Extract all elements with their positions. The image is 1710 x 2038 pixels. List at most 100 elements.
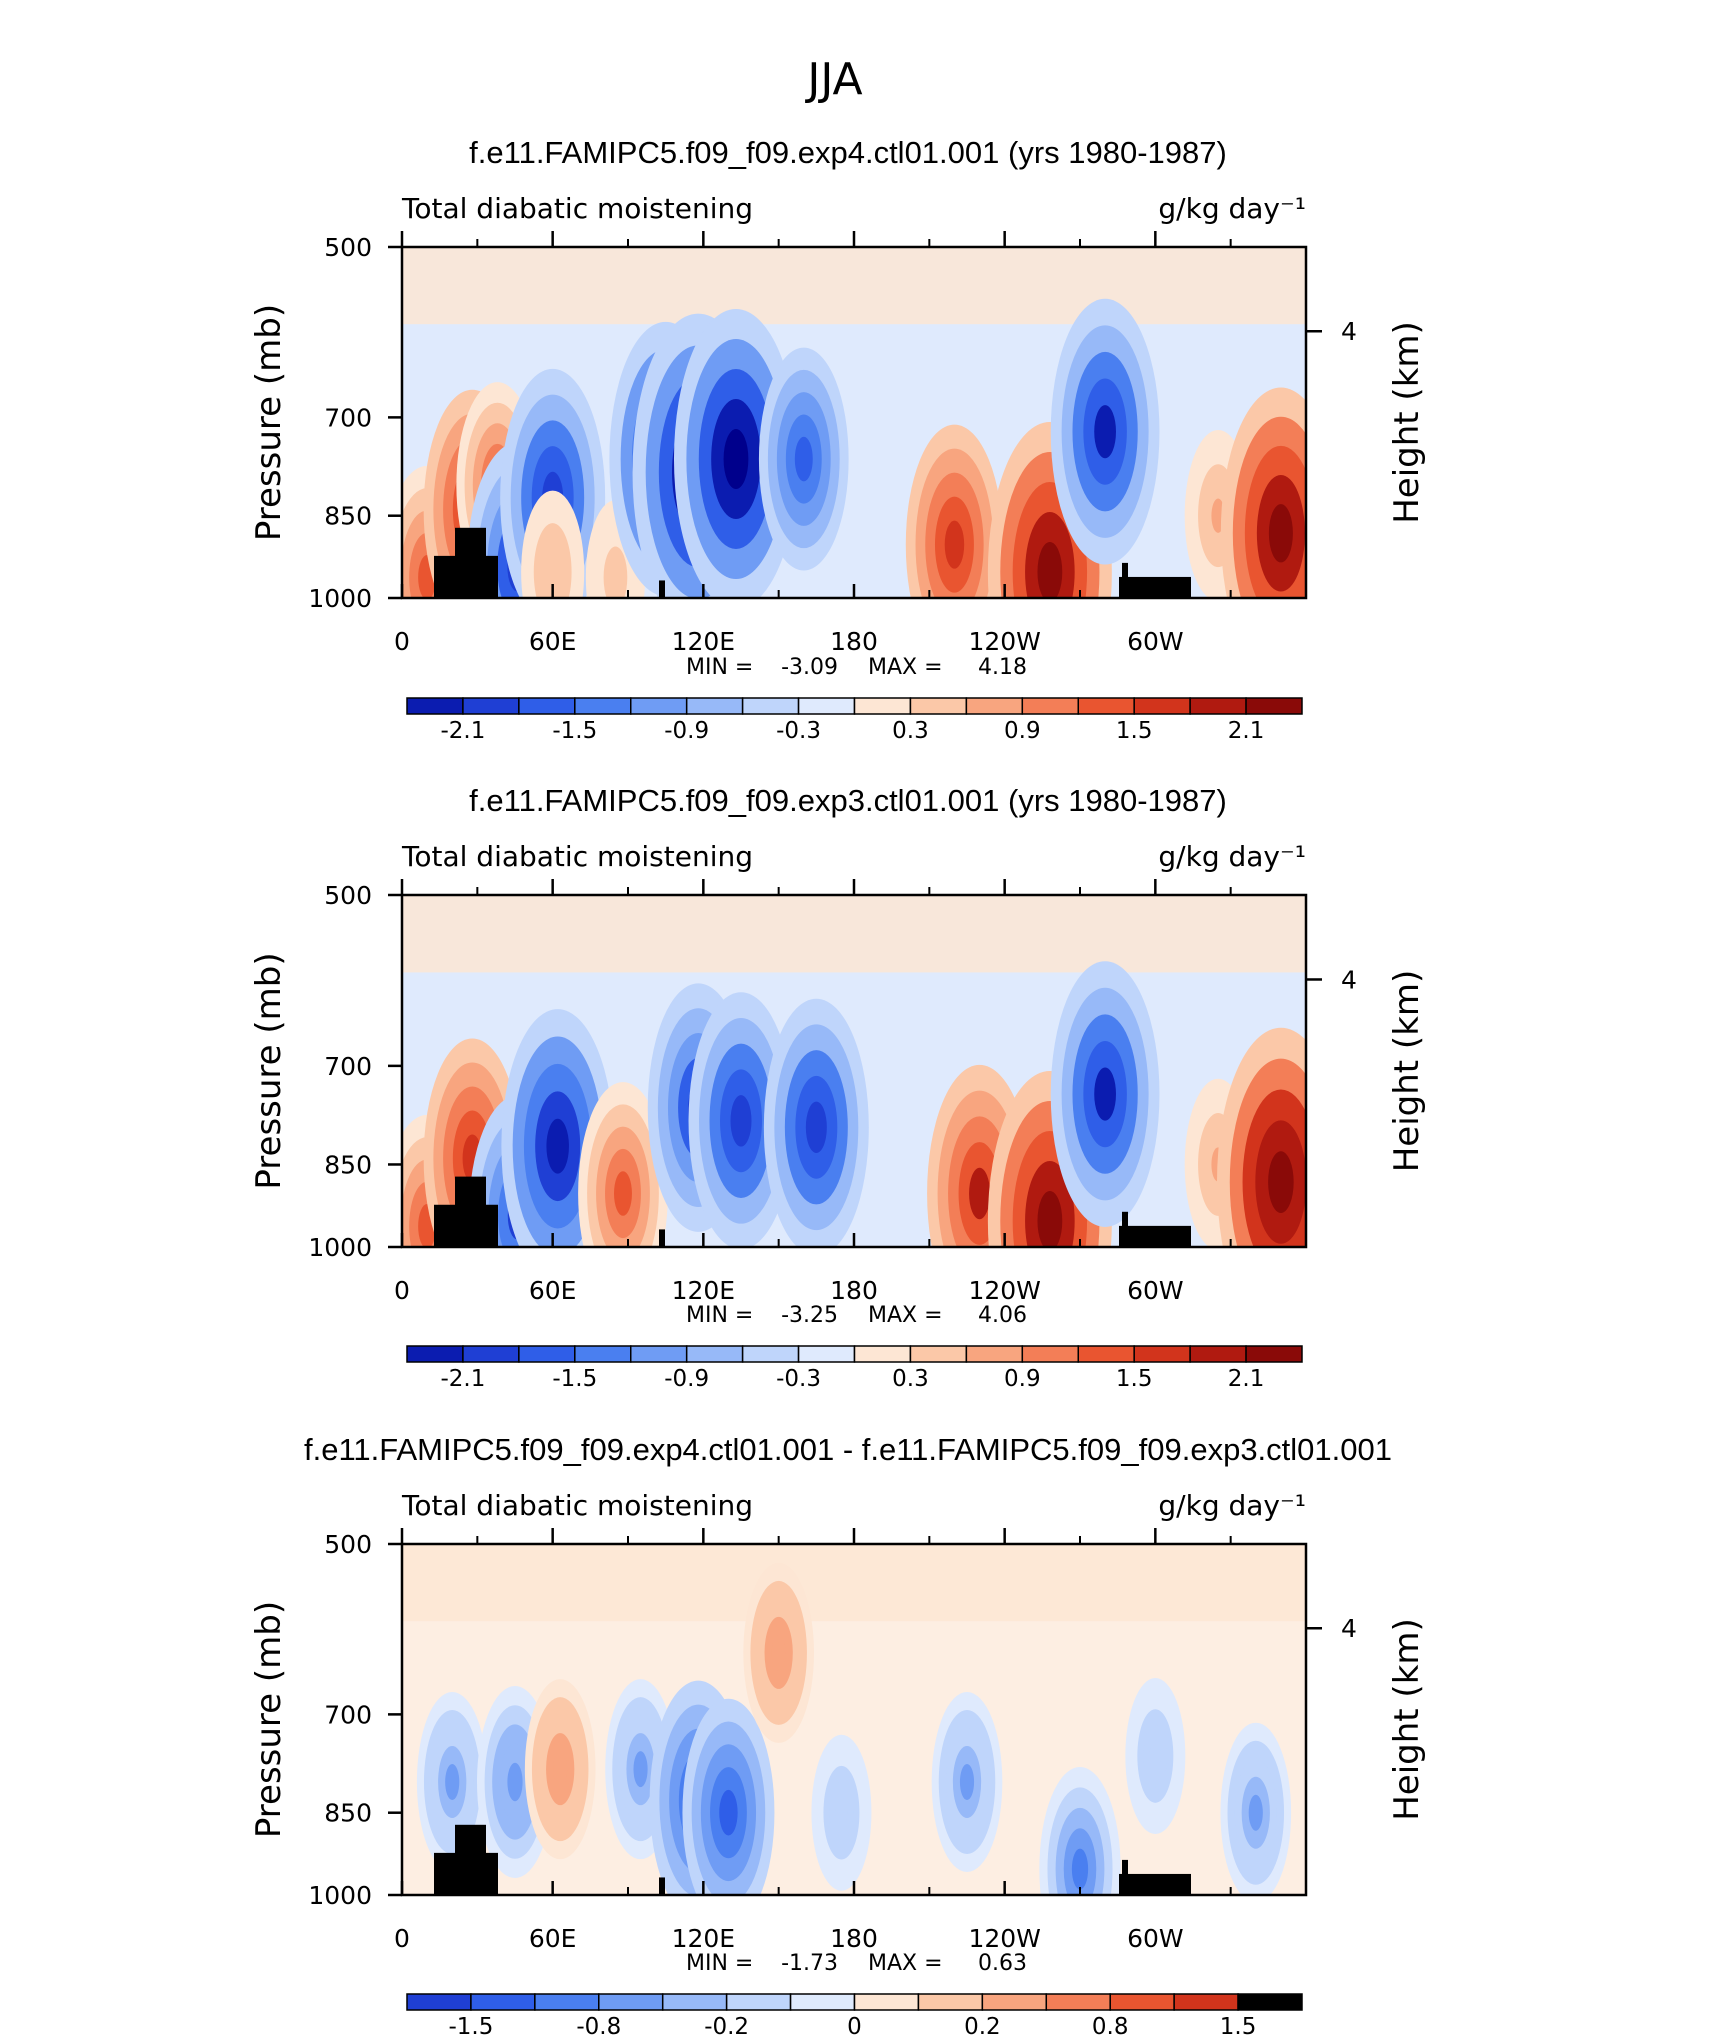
topography-block	[434, 1852, 455, 1895]
units-label: g/kg day⁻¹	[1158, 840, 1306, 873]
colorbar-box	[406, 1345, 464, 1363]
contour-ring	[835, 1797, 848, 1829]
colorbar-box	[1021, 1345, 1079, 1363]
y-axis-label: Pressure (mb)	[249, 952, 289, 1189]
colorbar-box	[1245, 697, 1303, 715]
colorbar-label: 0.3	[892, 718, 929, 744]
colorbar-box	[1077, 697, 1135, 715]
contour-ring	[445, 1764, 460, 1801]
y-tick-label: 850	[324, 1799, 372, 1828]
colorbar-box	[598, 1993, 664, 2011]
min-max: MIN = -3.09 MAX = 4.18	[686, 655, 1027, 680]
colorbar-label: 2.1	[1228, 718, 1265, 744]
units-label: g/kg day⁻¹	[1158, 192, 1306, 225]
topography-block	[455, 1176, 475, 1247]
x-tick-label: 120W	[968, 627, 1040, 656]
topography-block	[455, 1824, 475, 1895]
min-value: -1.73	[781, 1951, 838, 1976]
topography-block	[475, 1824, 486, 1895]
x-tick-label: 120E	[672, 627, 736, 656]
topography-block	[659, 1877, 665, 1895]
contour-field	[402, 895, 1306, 1247]
contour-ring	[1248, 1794, 1263, 1831]
x-tick-label: 180	[830, 1276, 878, 1305]
contour-ring	[805, 1101, 827, 1154]
panel-2: f.e11.FAMIPC5.f09_f09.exp3.ctl01.001 (yr…	[249, 783, 1427, 1392]
contour-ring	[553, 1751, 568, 1788]
colorbar-box	[462, 697, 520, 715]
colorbar-box	[685, 1345, 744, 1363]
feature-11	[905, 424, 1004, 598]
y-tick-label: 850	[324, 1150, 372, 1179]
colorbar-box	[1237, 1993, 1303, 2011]
left-string: Total diabatic moistening	[401, 840, 753, 873]
contour-ring	[959, 1764, 975, 1801]
colorbar-box	[470, 1993, 536, 2011]
feature-9	[1039, 1767, 1121, 1895]
colorbar-box	[406, 1993, 472, 2011]
contour-ring	[969, 1167, 991, 1220]
panel-1: f.e11.FAMIPC5.f09_f09.exp4.ctl01.001 (yr…	[249, 135, 1427, 744]
colorbar-box	[853, 1345, 912, 1363]
y-tick-label: 500	[324, 233, 372, 262]
contour-ring	[719, 1789, 738, 1836]
x-tick-label: 180	[830, 1924, 878, 1953]
topography-block	[659, 580, 665, 598]
left-string: Total diabatic moistening	[401, 1489, 753, 1522]
contour-ring	[771, 1634, 786, 1671]
min-max: MIN = -3.25 MAX = 4.06	[686, 1303, 1027, 1328]
colorbar-box	[1245, 1345, 1303, 1363]
upper-band	[402, 247, 1306, 325]
right-axis-label: Height (km)	[1387, 321, 1427, 524]
colorbar-label: -2.1	[440, 718, 485, 744]
contour-ring	[614, 1171, 632, 1216]
colorbar-box	[630, 1345, 688, 1363]
colorbar-label: -1.5	[552, 1366, 597, 1392]
feature-15	[1220, 387, 1306, 598]
y-axis: 500 700 850 1000 Pressure (mb)	[249, 1530, 402, 1910]
y-tick-label: 700	[324, 403, 372, 432]
colorbar-label: 0	[847, 2014, 862, 2038]
max-value: 4.18	[978, 655, 1027, 680]
topography-block	[475, 527, 486, 598]
min-max: MIN = -1.73 MAX = 0.63	[686, 1951, 1027, 1976]
y-tick-label: 1000	[308, 584, 372, 613]
panel-title: f.e11.FAMIPC5.f09_f09.exp4.ctl01.001 (yr…	[469, 135, 1227, 170]
min-value: -3.09	[781, 655, 838, 680]
colorbar-box	[518, 1345, 576, 1363]
contour-ring	[633, 1751, 648, 1788]
topography-block	[475, 1176, 486, 1247]
feature-6	[688, 992, 794, 1247]
topography-block	[434, 1204, 455, 1247]
topography	[434, 1176, 1191, 1247]
topography-block	[486, 1852, 498, 1895]
contour-field	[402, 1544, 1306, 1895]
colorbar-box	[853, 697, 912, 715]
x-tick-label: 0	[394, 1276, 410, 1305]
contour-ring	[507, 1762, 523, 1802]
colorbar-box	[1133, 1345, 1191, 1363]
x-axis: 0 60E 120E 180 120W 60W	[394, 231, 1232, 656]
left-string: Total diabatic moistening	[401, 192, 753, 225]
contour-ring	[1037, 1190, 1063, 1247]
colorbar-label: 0.9	[1004, 718, 1041, 744]
colorbar-box	[909, 1345, 968, 1363]
colorbar-label: -1.5	[448, 2014, 493, 2038]
colorbar-label: -2.1	[440, 1366, 485, 1392]
feature-6	[743, 1562, 815, 1743]
feature-10	[758, 347, 849, 571]
figure-title: JJA	[804, 54, 862, 105]
x-tick-label: 0	[394, 627, 410, 656]
colorbar-label: -0.3	[776, 718, 821, 744]
contour-ring	[944, 520, 965, 569]
max-label: MAX =	[868, 1951, 943, 1976]
x-tick-label: 120W	[968, 1276, 1040, 1305]
colorbar-box	[1077, 1345, 1135, 1363]
y-tick-label: 500	[324, 1530, 372, 1559]
max-label: MAX =	[868, 1303, 943, 1328]
panel-title: f.e11.FAMIPC5.f09_f09.exp3.ctl01.001 (yr…	[469, 783, 1227, 818]
upper-band	[402, 895, 1306, 973]
right-tick-label: 4	[1341, 317, 1357, 346]
topography-block	[1122, 562, 1128, 598]
contour-ring	[546, 555, 559, 589]
